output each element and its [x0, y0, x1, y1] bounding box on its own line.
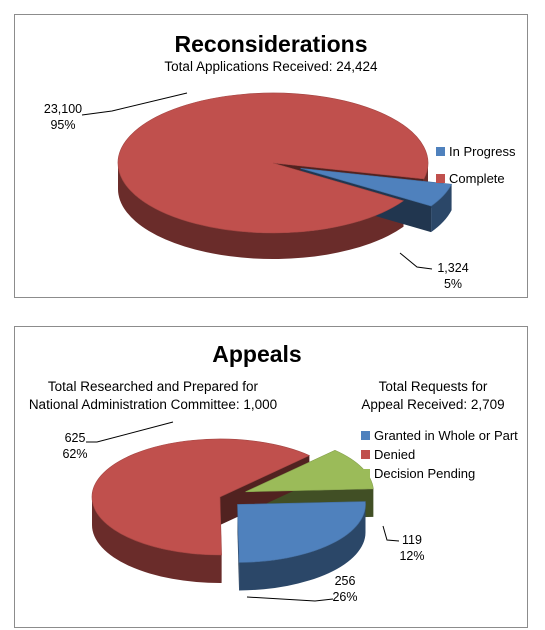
in-progress-value-label: 1,324 [437, 261, 468, 275]
decision-pending-percent-label: 12% [399, 549, 424, 563]
appeals-subtitle-left-line2: National Administration Committee: 1,000 [29, 397, 277, 412]
legend-swatch-complete [436, 174, 445, 183]
denied-slice [91, 438, 311, 556]
appeals-chart: Appeals Total Researched and Prepared fo… [29, 341, 518, 604]
decision-pending-value-label: 119 [402, 533, 422, 547]
granted-leader-line [246, 596, 334, 602]
appeals-chart-panel: Appeals Total Researched and Prepared fo… [14, 326, 528, 628]
in-progress-slice-wall-1 [431, 184, 452, 233]
denied-value-label: 625 [65, 431, 86, 445]
reconsiderations-title: Reconsiderations [175, 31, 368, 57]
complete-percent-label: 95% [50, 118, 75, 132]
denied-slice-wall-1 [92, 497, 222, 583]
decision-pending-slice [245, 449, 374, 493]
appeals-subtitle-left-line1: Total Researched and Prepared for [48, 379, 259, 394]
decision-pending-leader-line [382, 525, 400, 542]
legend-swatch-in-progress [436, 147, 445, 156]
legend-label-decision-pending: Decision Pending [374, 466, 475, 481]
appeals-pie [91, 438, 374, 591]
granted-percent-label: 26% [332, 590, 357, 604]
reconsiderations-pie [117, 92, 453, 260]
appeals-title: Appeals [212, 341, 301, 367]
in-progress-percent-label: 5% [444, 277, 462, 291]
appeals-subtitle-right-line1: Total Requests for [379, 379, 488, 394]
in-progress-leader-line [399, 252, 433, 270]
complete-value-label: 23,100 [44, 102, 82, 116]
complete-slice-wall-1 [118, 163, 404, 260]
legend-label-denied: Denied [374, 447, 415, 462]
complete-leader-line [81, 92, 188, 116]
in-progress-slice [300, 167, 453, 207]
granted-value-label: 256 [335, 574, 356, 588]
legend-label-complete: Complete [449, 171, 505, 186]
reconsiderations-chart: Reconsiderations Total Applications Rece… [44, 31, 516, 291]
legend-label-granted: Granted in Whole or Part [374, 428, 518, 443]
reconsiderations-chart-panel: Reconsiderations Total Applications Rece… [14, 14, 528, 298]
denied-leader-line [86, 421, 174, 443]
legend-swatch-denied [361, 450, 370, 459]
denied-percent-label: 62% [62, 447, 87, 461]
legend-label-in-progress: In Progress [449, 144, 516, 159]
appeals-subtitle-right-line2: Appeal Received: 2,709 [361, 397, 504, 412]
legend-swatch-granted [361, 431, 370, 440]
reconsiderations-subtitle: Total Applications Received: 24,424 [164, 59, 378, 74]
legend-swatch-decision-pending [361, 469, 370, 478]
granted-slice [237, 501, 366, 563]
granted-slice-wall-1 [239, 504, 366, 591]
complete-slice [117, 92, 429, 234]
